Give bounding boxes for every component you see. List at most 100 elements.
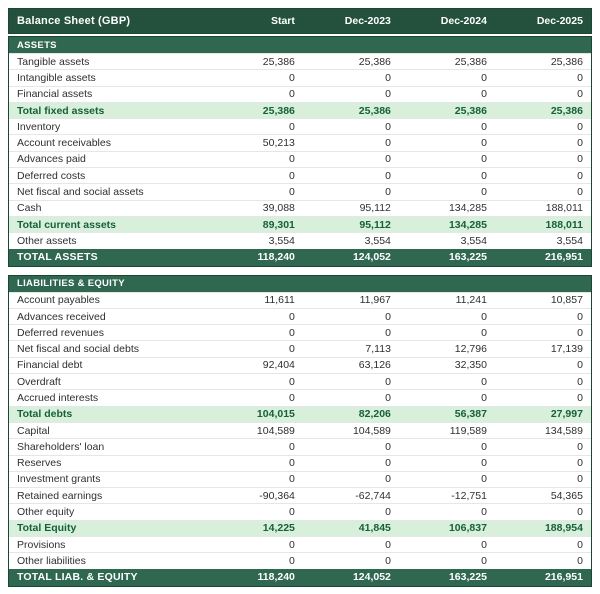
row-value: 0 xyxy=(577,391,583,404)
row-value: 0 xyxy=(481,391,487,404)
row-label: Total debts xyxy=(17,408,73,421)
row-value: 0 xyxy=(385,506,391,519)
row-value: 0 xyxy=(481,88,487,101)
table-row: Retained earnings -90,364 -62,744 -12,751 54… xyxy=(9,487,591,504)
table-row: Provisions 0 0 0 0 xyxy=(9,536,591,553)
assets-rows: Tangible assets 25,386 25,386 25,386 25,386 I… xyxy=(9,53,591,266)
row-value: 0 xyxy=(481,326,487,339)
row-value: 63,126 xyxy=(358,359,391,372)
row-value: 0 xyxy=(577,169,583,182)
row-value: 0 xyxy=(577,554,583,567)
row-label: TOTAL LIAB. & EQUITY xyxy=(17,571,138,584)
table-row: Reserves 0 0 0 0 xyxy=(9,454,591,471)
row-value: 124,052 xyxy=(352,571,391,584)
row-value: 104,015 xyxy=(256,408,295,421)
row-value: -62,744 xyxy=(355,489,391,502)
row-value: 0 xyxy=(481,538,487,551)
row-value: 0 xyxy=(385,473,391,486)
table-row: Advances paid 0 0 0 0 xyxy=(9,150,591,168)
table-row: Investment grants 0 0 0 0 xyxy=(9,470,591,488)
row-value: 0 xyxy=(289,440,295,453)
row-value: 106,837 xyxy=(448,522,487,535)
row-label: Intangible assets xyxy=(17,71,96,84)
row-value: 3,554 xyxy=(556,234,583,247)
row-value: 0 xyxy=(481,375,487,388)
row-value: 0 xyxy=(481,457,487,470)
row-value: 104,589 xyxy=(352,424,391,437)
row-value: 25,386 xyxy=(262,55,295,68)
row-label: TOTAL ASSETS xyxy=(17,251,98,264)
liabilities-equity-section-block: LIABILITIES & EQUITY Account payables 11,… xyxy=(8,274,592,587)
row-value: 0 xyxy=(385,310,391,323)
table-row: Tangible assets 25,386 25,386 25,386 25,386 xyxy=(9,53,591,70)
row-value: 118,240 xyxy=(257,571,295,584)
section-header-assets: ASSETS xyxy=(9,37,591,53)
row-label: Investment grants xyxy=(17,473,101,486)
row-value: 0 xyxy=(385,186,391,199)
row-value: 0 xyxy=(385,554,391,567)
row-label: Advances received xyxy=(17,310,106,323)
row-value: 54,365 xyxy=(550,489,583,502)
row-value: 216,951 xyxy=(544,571,583,584)
table-row: Financial assets 0 0 0 0 xyxy=(9,85,591,102)
row-label: Account receivables xyxy=(17,137,111,150)
row-value: 82,206 xyxy=(358,408,391,421)
table-row: Intangible assets 0 0 0 0 xyxy=(9,69,591,86)
table-row: Inventory 0 0 0 0 xyxy=(9,118,591,135)
row-value: 0 xyxy=(289,120,295,133)
header-section-gap xyxy=(8,34,592,36)
row-label: Accrued interests xyxy=(17,391,99,404)
table-row: Advances received 0 0 0 0 xyxy=(9,307,591,325)
row-label: Reserves xyxy=(17,457,62,470)
section-header-label: LIABILITIES & EQUITY xyxy=(17,278,125,290)
row-value: 32,350 xyxy=(454,359,487,372)
liabilities-equity-rows: Account payables 11,611 11,967 11,241 10,857… xyxy=(9,291,591,586)
row-value: 10,857 xyxy=(550,294,583,307)
row-label: Net fiscal and social assets xyxy=(17,186,144,199)
row-value: 0 xyxy=(289,343,295,356)
row-value: 0 xyxy=(577,137,583,150)
row-value: 0 xyxy=(577,88,583,101)
row-value: 0 xyxy=(481,506,487,519)
row-label: Deferred revenues xyxy=(17,326,104,339)
table-row: Financial debt 92,404 63,126 32,350 0 xyxy=(9,356,591,374)
row-value: 95,112 xyxy=(359,202,391,215)
table-row: Total current assets 89,301 95,112 134,285 1… xyxy=(9,215,591,233)
row-value: 163,225 xyxy=(448,571,487,584)
row-value: 0 xyxy=(577,359,583,372)
row-value: 0 xyxy=(577,186,583,199)
section-header-liabilities-equity: LIABILITIES & EQUITY xyxy=(9,275,591,292)
row-value: 0 xyxy=(289,506,295,519)
row-value: 25,386 xyxy=(358,104,391,117)
table-row: Other liabilities 0 0 0 0 xyxy=(9,552,591,569)
row-value: 188,011 xyxy=(545,202,583,215)
row-label: Other assets xyxy=(17,234,77,247)
row-label: Other liabilities xyxy=(17,554,86,567)
row-value: 11,241 xyxy=(455,294,487,307)
table-row: Overdraft 0 0 0 0 xyxy=(9,373,591,390)
row-value: 0 xyxy=(481,153,487,166)
row-value: 216,951 xyxy=(544,251,583,264)
row-value: 0 xyxy=(289,473,295,486)
row-value: 0 xyxy=(577,326,583,339)
row-value: 0 xyxy=(481,186,487,199)
row-value: 17,139 xyxy=(550,343,583,356)
table-row: Net fiscal and social assets 0 0 0 0 xyxy=(9,183,591,200)
table-row: Shareholders' loan 0 0 0 0 xyxy=(9,438,591,455)
row-label: Inventory xyxy=(17,120,61,133)
section-separator-gap xyxy=(8,266,592,275)
row-value: 0 xyxy=(577,457,583,470)
row-value: 0 xyxy=(385,375,391,388)
row-label: Total fixed assets xyxy=(17,104,105,117)
table-row: Net fiscal and social debts 0 7,113 12,796 1… xyxy=(9,340,591,357)
row-value: 104,589 xyxy=(256,424,295,437)
section-header-label: ASSETS xyxy=(17,39,57,51)
row-value: 25,386 xyxy=(454,55,487,68)
row-value: 134,285 xyxy=(448,218,487,231)
row-value: 11,611 xyxy=(264,294,295,307)
row-value: 0 xyxy=(385,326,391,339)
row-label: Retained earnings xyxy=(17,489,103,502)
row-value: -12,751 xyxy=(451,489,487,502)
row-value: 118,240 xyxy=(257,251,295,264)
row-label: Total Equity xyxy=(17,522,77,535)
